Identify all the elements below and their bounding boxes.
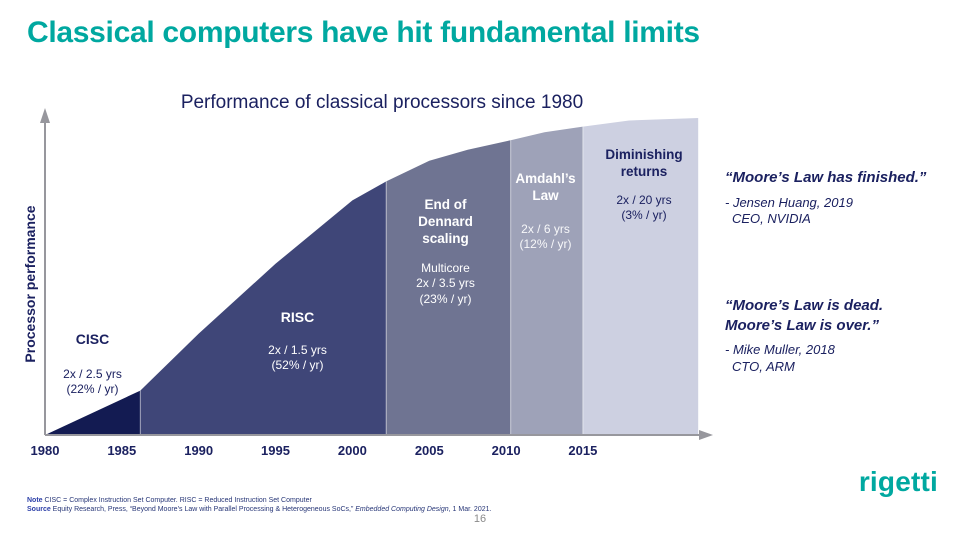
rigetti-logo: rigetti [858, 466, 938, 497]
segment-detail-diminishing-returns: 2x / 20 yrs (3% / yr) [616, 192, 672, 223]
chart-segment-diminishing-returns [582, 118, 699, 435]
footnote-source-journal: Embedded Computing Design [355, 506, 449, 513]
x-tick-label: 1995 [261, 443, 290, 458]
footnote-source-date: , 1 Mar. 2021. [448, 506, 492, 513]
segment-name-end-of-dennard-scaling: End of Dennard scaling [418, 197, 473, 246]
footnote-source-text: Equity Research, Press, “Beyond Moore’s … [50, 506, 356, 513]
footnote-source-label: Source [27, 506, 51, 513]
footnote-note-label: Note [27, 497, 43, 504]
footnote-note: Note CISC = Complex Instruction Set Comp… [27, 496, 491, 505]
x-tick-label: 1990 [184, 443, 214, 458]
segment-label-amdahls-law: Amdahl’s Law 2x / 6 yrs (12% / yr) [503, 171, 588, 253]
chart-title: Performance of classical processors sinc… [180, 92, 584, 113]
y-axis-arrow [40, 108, 50, 123]
segment-detail-risc: 2x / 1.5 yrs (52% / yr) [268, 342, 327, 373]
segment-detail-cisc: 2x / 2.5 yrs (22% / yr) [63, 366, 122, 397]
x-tick-label: 1980 [30, 443, 60, 458]
segment-detail-amdahls-law: 2x / 6 yrs (12% / yr) [519, 221, 572, 252]
x-tick-label: 2005 [414, 443, 444, 458]
segment-label-risc: RISC 2x / 1.5 yrs (52% / yr) [235, 309, 360, 374]
segment-name-amdahls-law: Amdahl’s Law [515, 171, 576, 203]
segment-name-diminishing-returns: Diminishing returns [605, 147, 683, 179]
quote-text: “Moore’s Law is dead. Moore’s Law is ove… [725, 297, 884, 334]
segment-detail-end-of-dennard-scaling: Multicore 2x / 3.5 yrs (23% / yr) [416, 260, 475, 306]
x-tick-label: 2000 [337, 443, 367, 458]
chart-segment-risc [140, 181, 387, 435]
chart-segment-amdahls-law [510, 126, 583, 435]
segment-label-end-of-dennard-scaling: End of Dennard scaling Multicore 2x / 3.… [393, 197, 498, 307]
x-tick-label: 1985 [107, 443, 137, 458]
quote-mike-muller: “Moore’s Law is dead. Moore’s Law is ove… [725, 296, 945, 376]
segment-label-cisc: CISC 2x / 2.5 yrs (22% / yr) [40, 331, 145, 398]
footnote-source: Source Equity Research, Press, “Beyond M… [27, 505, 491, 514]
footnote-note-text: CISC = Complex Instruction Set Computer.… [42, 497, 312, 504]
x-tick-label: 2015 [568, 443, 598, 458]
chart-segment-end-of-dennard-scaling [386, 140, 511, 435]
chart-segment-cisc [45, 390, 141, 435]
segment-label-diminishing-returns: Diminishing returns 2x / 20 yrs (3% / yr… [583, 147, 705, 224]
quote-text: “Moore’s Law has finished.” [725, 169, 927, 186]
slide-title: Classical computers have hit fundamental… [27, 16, 700, 49]
y-axis-label: Processor performance [22, 205, 38, 363]
quote-attribution: - Mike Muller, 2018 [725, 342, 835, 357]
x-axis-arrow [699, 430, 713, 440]
quote-attribution: - Jensen Huang, 2019 [725, 194, 853, 210]
x-tick-label: 2010 [491, 443, 521, 458]
segment-name-risc: RISC [280, 309, 315, 325]
quote-role: CTO, ARM [732, 358, 795, 374]
footnotes: Note CISC = Complex Instruction Set Comp… [27, 496, 491, 514]
quote-jensen-huang: “Moore’s Law has finished.” - Jensen Hua… [725, 168, 945, 228]
segment-name-cisc: CISC [75, 331, 110, 347]
page-number: 16 [473, 513, 487, 525]
quote-role: CEO, NVIDIA [732, 211, 811, 227]
